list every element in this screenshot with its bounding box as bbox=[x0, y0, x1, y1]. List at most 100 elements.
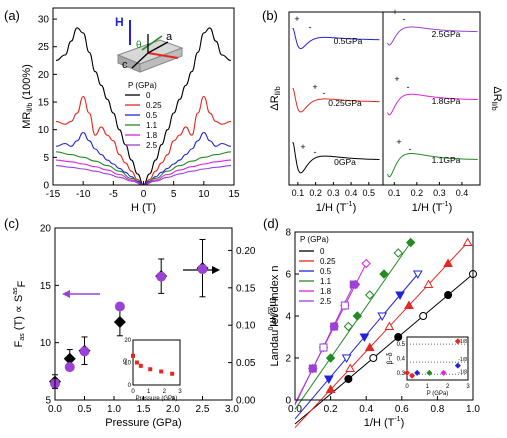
panel-a-ytick-label: 10 bbox=[38, 125, 50, 136]
panel-b-curve-label: 1.1GPa bbox=[432, 155, 461, 165]
panel-a-legend-label: 0.25 bbox=[146, 101, 162, 110]
panel-b-curve-label: 0.5GPa bbox=[334, 36, 363, 46]
panel-d-legend-label: 2.5 bbox=[320, 297, 332, 306]
panel-c-ytick-left-label: 15 bbox=[40, 281, 52, 292]
panel-a-xtick-label: -10 bbox=[76, 189, 91, 200]
axis-a-arrow bbox=[147, 41, 169, 54]
panel-d-frame bbox=[294, 231, 474, 401]
panel-d-ytick-label: 8 bbox=[285, 228, 291, 239]
panel-b-marker: - bbox=[407, 82, 410, 92]
panel-c-inset-xtick-label: 3 bbox=[178, 389, 182, 395]
panel-b-left-xtick-label: 0.4 bbox=[345, 188, 358, 198]
panel-c-inset-point bbox=[138, 363, 143, 368]
panel-d-point-0 bbox=[344, 375, 353, 383]
panel-c-ytick-left-label: 5 bbox=[45, 396, 51, 407]
panel-b-curve-label: 1.8GPa bbox=[432, 96, 461, 106]
panel-b-right-xtick-label: 0.3 bbox=[433, 188, 446, 198]
panel-d-point-0 bbox=[369, 354, 378, 362]
panel-a-xtick-label: 0 bbox=[141, 189, 147, 200]
panel-b-ylabel-left: ΔRll/b bbox=[269, 86, 282, 110]
panel-b-right-xtick-label: 0.1 bbox=[388, 188, 401, 198]
panel-b-right-xtick-label: 0.4 bbox=[456, 188, 469, 198]
panel-b-marker: - bbox=[314, 147, 317, 157]
panel-a-ytick-label: 25 bbox=[38, 42, 50, 53]
panel-d-point-1 bbox=[384, 321, 395, 330]
panel-d-point-1 bbox=[404, 300, 414, 309]
panel-d-point-4 bbox=[361, 258, 371, 269]
panel-d-inset-ref-label: 1/8 bbox=[460, 339, 467, 345]
panel-c-ytick-left-label: 10 bbox=[40, 338, 52, 349]
panel-a-ytick-label: 30 bbox=[38, 15, 50, 26]
panel-d-point-3 bbox=[379, 269, 389, 279]
panel-c-xtick-label: 1.5 bbox=[137, 404, 151, 415]
panel-c-frame bbox=[54, 227, 233, 401]
panel-c-inset-xtick-label: 2 bbox=[163, 389, 167, 395]
panel-a-legend-label: 0 bbox=[146, 91, 151, 100]
panel-b-marker: + bbox=[312, 82, 317, 92]
panel-b-curve-label: 0GPa bbox=[334, 157, 356, 167]
panel-a-crystal-inset: Ha cθ bbox=[115, 15, 184, 73]
panel-c-ytick-right-label: 0.15 bbox=[236, 283, 256, 294]
panel-d-inset-xtick-label: 3 bbox=[466, 384, 470, 390]
panel-d-point-5 bbox=[349, 280, 358, 289]
panel-b-xlabel-left: 1/H (T-1) bbox=[316, 201, 356, 214]
panel-a-legend-label: 0.5 bbox=[146, 111, 158, 120]
panel-d-point-3 bbox=[343, 321, 354, 332]
inset-label-c: c bbox=[122, 59, 128, 71]
panel-c-label: (c) bbox=[4, 216, 19, 231]
panel-c-inset-point bbox=[148, 367, 153, 372]
panel-d-point-5 bbox=[330, 322, 339, 331]
panel-b-marker: + bbox=[300, 142, 305, 152]
panel-d-point-2 bbox=[412, 270, 423, 280]
panel-a-ytick-label: 15 bbox=[38, 98, 50, 109]
panel-c-mas-point bbox=[156, 271, 167, 282]
panel-d-ylabel: Landau level index n bbox=[269, 266, 281, 367]
panel-b-left-xtick-label: 0.5 bbox=[363, 188, 376, 198]
panel-a-xtick-label: 10 bbox=[198, 189, 210, 200]
panel-d-point-2 bbox=[395, 291, 405, 301]
current-arrow bbox=[147, 52, 179, 59]
panel-d-inset-point bbox=[440, 369, 447, 376]
panel-c-ytick-right-label: 0.20 bbox=[236, 246, 256, 257]
panel-d-ytick-label: 4 bbox=[285, 312, 291, 323]
panel-d-point-3 bbox=[405, 237, 416, 248]
panel-d-inset-ylabel: β−δ bbox=[387, 352, 394, 364]
panel-c-ytick-right-label: 0.10 bbox=[236, 321, 256, 332]
panel-c-ytick-right-label: 0.05 bbox=[236, 358, 256, 369]
panel-b-marker: - bbox=[309, 22, 312, 32]
panel-d-inset-point bbox=[414, 369, 421, 376]
panel-a-legend-label: 1.1 bbox=[146, 121, 158, 130]
panel-a-legend-title: P (GPa) bbox=[128, 81, 157, 90]
panel-c-mas-point bbox=[197, 264, 208, 275]
panel-d-point-3 bbox=[365, 290, 375, 300]
panel-d-point-0 bbox=[419, 312, 428, 320]
panel-a-xtick-label: -15 bbox=[46, 189, 61, 200]
panel-d-point-1 bbox=[325, 384, 336, 393]
panel-a-series-1 bbox=[55, 95, 232, 186]
panel-a-series-2 bbox=[55, 131, 232, 186]
panel-d-fit-line-1 bbox=[294, 242, 469, 429]
panel-b-marker: - bbox=[409, 144, 412, 154]
panel-c-inset-point bbox=[159, 369, 164, 374]
crystal-side-face bbox=[139, 47, 183, 73]
panel-d-inset-ref-label: -1/8 bbox=[458, 357, 467, 363]
panel-b-right-trace-0 bbox=[387, 26, 478, 46]
panel-d-xtick-label: 1.0 bbox=[466, 404, 480, 415]
panel-a-ylabel: MRll/b (100%) bbox=[21, 64, 34, 129]
panel-c-xtick-label: 0.5 bbox=[78, 404, 92, 415]
panel-b-left-xtick-label: 0.3 bbox=[327, 188, 340, 198]
axis-c-arrow bbox=[131, 52, 149, 69]
panel-d-point-3 bbox=[352, 311, 363, 321]
inset-label-h: H bbox=[115, 15, 124, 29]
panel-d-legend-label: 0.25 bbox=[320, 257, 336, 266]
panel-c-ytick-right-label: 0.00 bbox=[236, 396, 256, 407]
panel-d-fit-line-2 bbox=[294, 273, 419, 420]
panel-d-inset-xtick-label: 2 bbox=[446, 384, 450, 390]
panel-c-mas-point bbox=[64, 362, 75, 373]
panel-d-legend-label: 0.5 bbox=[320, 267, 332, 276]
panel-b-frame bbox=[288, 11, 481, 186]
panel-b-right-trace-2 bbox=[387, 153, 478, 178]
panel-b-marker: - bbox=[323, 88, 326, 98]
panel-c-inset-point bbox=[134, 360, 139, 365]
